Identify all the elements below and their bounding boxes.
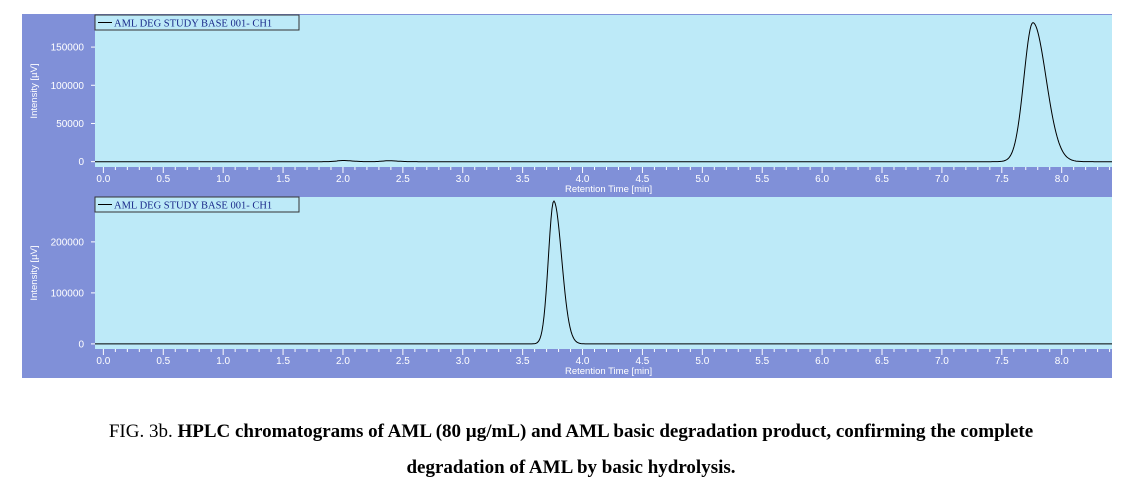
x-tick-label: 1.0 xyxy=(216,356,230,367)
x-tick-label: 5.5 xyxy=(755,174,769,185)
x-tick-label: 6.0 xyxy=(815,356,829,367)
chromatogram-trace xyxy=(95,22,1112,163)
x-tick-label: 6.5 xyxy=(875,356,889,367)
x-axis-label: Retention Time [min] xyxy=(565,366,652,377)
legend-label: AML DEG STUDY BASE 001- CH1 xyxy=(114,201,272,212)
y-tick-label: 100000 xyxy=(51,81,85,92)
x-tick-label: 3.5 xyxy=(516,174,530,185)
x-tick-label: 0.5 xyxy=(156,356,170,367)
x-tick-label: 5.0 xyxy=(695,174,709,185)
x-tick-label: 1.5 xyxy=(276,174,290,185)
chromatogram-panel-2: 0.0 0.5 1.0 1.5 2.0 2.5 3.0 3.5 4.0 4.5 5.0 5.5 6.0 6… xyxy=(22,196,1112,378)
figure-caption-bold-1: HPLC chromatograms of AML (80 µg/mL) and… xyxy=(177,421,1034,442)
y-tick-label: 150000 xyxy=(51,43,85,54)
legend-label: AML DEG STUDY BASE 001- CH1 xyxy=(114,19,272,30)
y-tick-label: 200000 xyxy=(51,237,85,248)
x-tick-label: 6.0 xyxy=(815,174,829,185)
y-axis-label: Intensity [µV] xyxy=(29,245,40,300)
x-tick-label: 2.5 xyxy=(396,174,410,185)
x-tick-label: 4.0 xyxy=(576,356,590,367)
chromatogram-panel-1: 0.0 0.5 1.0 1.5 2.0 2.5 3.0 3.5 4.0 4.5 5.0 5.5 6.0 6… xyxy=(22,14,1112,196)
figure-caption-prefix: FIG. 3b. xyxy=(108,421,178,442)
x-tick-label: 1.0 xyxy=(216,174,230,185)
figure-caption-line-2: degradation of AML by basic hydrolysis. xyxy=(0,457,1142,479)
x-tick-label: 2.0 xyxy=(336,356,350,367)
x-tick-label: 5.0 xyxy=(695,356,709,367)
legend-box xyxy=(94,14,300,31)
x-tick-label: 4.5 xyxy=(635,356,649,367)
y-tick-label: 50000 xyxy=(56,119,84,130)
x-tick-label: 3.0 xyxy=(456,356,470,367)
x-tick-label: 7.0 xyxy=(935,356,949,367)
figure-caption-bold-2: degradation of AML by basic hydrolysis. xyxy=(406,457,736,478)
legend-box xyxy=(94,196,300,213)
chromatogram-trace xyxy=(95,200,1112,345)
x-tick-label: 2.0 xyxy=(336,174,350,185)
plot-area xyxy=(95,15,1112,167)
chromatogram-figure: 0.0 0.5 1.0 1.5 2.0 2.5 3.0 3.5 4.0 4.5 5.0 5.5 6.0 6… xyxy=(22,14,1112,378)
x-tick-label: 0.5 xyxy=(156,174,170,185)
plot-area xyxy=(95,197,1112,349)
legend: AML DEG STUDY BASE 001- CH1 xyxy=(94,196,300,213)
x-tick-label: 6.5 xyxy=(875,174,889,185)
x-tick-label: 0.0 xyxy=(96,174,110,185)
y-tick-label: 0 xyxy=(78,339,84,350)
y-tick-label: 100000 xyxy=(51,288,85,299)
legend: AML DEG STUDY BASE 001- CH1 xyxy=(94,14,300,31)
x-tick-label: 0.0 xyxy=(96,356,110,367)
x-tick-label: 7.5 xyxy=(995,356,1009,367)
x-tick-label: 3.0 xyxy=(456,174,470,185)
x-tick-label: 8.0 xyxy=(1055,356,1069,367)
x-tick-label: 3.5 xyxy=(516,356,530,367)
x-axis-label: Retention Time [min] xyxy=(565,184,652,195)
x-tick-label: 4.0 xyxy=(576,174,590,185)
x-tick-label: 7.0 xyxy=(935,174,949,185)
x-tick-label: 5.5 xyxy=(755,356,769,367)
x-tick-label: 4.5 xyxy=(635,174,649,185)
figure-caption-line-1: FIG. 3b. HPLC chromatograms of AML (80 µ… xyxy=(0,421,1142,443)
x-tick-label: 2.5 xyxy=(396,356,410,367)
x-tick-label: 8.0 xyxy=(1055,174,1069,185)
x-tick-label: 7.5 xyxy=(995,174,1009,185)
y-tick-label: 0 xyxy=(78,157,84,168)
y-axis-label: Intensity [µV] xyxy=(29,63,40,118)
x-tick-label: 1.5 xyxy=(276,356,290,367)
